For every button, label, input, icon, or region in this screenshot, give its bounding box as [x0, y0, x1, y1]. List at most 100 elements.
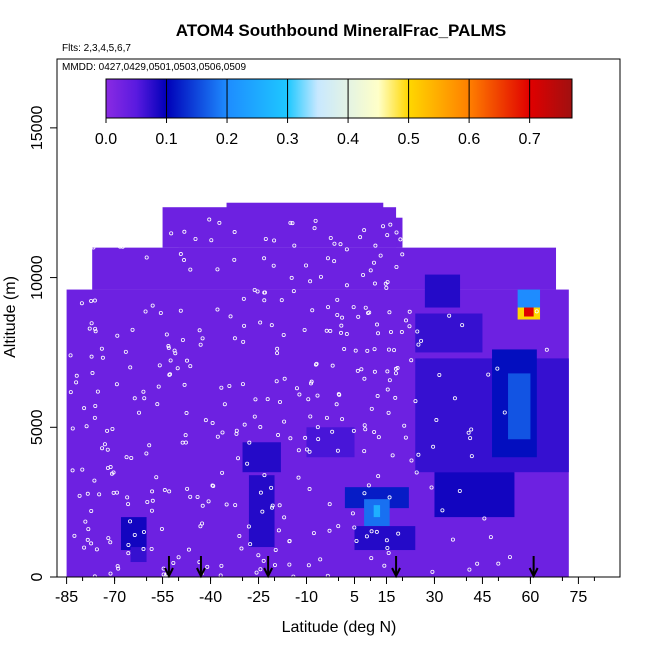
sample-point: [143, 309, 148, 314]
sample-point: [385, 387, 390, 392]
sample-point: [248, 542, 253, 547]
sample-point: [217, 220, 222, 225]
sample-point: [544, 347, 549, 352]
sample-point: [252, 288, 257, 293]
heatmap-cell: [415, 313, 483, 353]
sample-point: [246, 524, 251, 529]
sample-point: [355, 368, 360, 373]
sample-points: [67, 217, 549, 579]
sample-point: [274, 379, 279, 384]
sample-point: [200, 521, 205, 526]
sample-point: [312, 226, 317, 231]
sample-point: [166, 344, 171, 349]
sample-point: [431, 444, 436, 449]
sample-point: [403, 435, 408, 440]
sample-point: [85, 537, 90, 542]
sample-point: [373, 243, 378, 248]
sample-point: [164, 332, 169, 337]
sample-point: [141, 529, 146, 534]
sample-point: [308, 279, 313, 284]
sample-point: [467, 567, 472, 572]
sample-point: [89, 321, 94, 326]
sample-point: [270, 503, 275, 508]
sample-point: [466, 430, 471, 435]
sample-point: [384, 285, 389, 290]
sample-point: [351, 305, 356, 310]
sample-point: [356, 314, 361, 319]
sample-point: [161, 572, 166, 577]
sample-point: [353, 348, 358, 353]
sample-point: [407, 324, 412, 329]
y-axis: 0 5000 10000 15000: [29, 106, 57, 581]
sample-point: [334, 402, 339, 407]
sample-point: [311, 531, 316, 536]
sample-point: [74, 380, 79, 385]
colorbar-tick-label: 0.7: [519, 131, 541, 148]
y-tick-label: 10000: [29, 255, 46, 300]
sample-point: [105, 428, 110, 433]
sample-point: [222, 402, 227, 407]
heatmap-cell: [130, 547, 147, 563]
sample-point: [253, 397, 258, 402]
sample-point: [387, 378, 392, 383]
x-tick-label: -55: [151, 589, 174, 606]
sample-point: [296, 448, 301, 453]
sample-point: [128, 519, 133, 524]
sample-point: [434, 418, 439, 423]
sample-point: [77, 248, 82, 253]
sample-point: [375, 322, 380, 327]
sample-point: [277, 503, 282, 508]
sample-point: [344, 283, 349, 288]
heatmap-field: [66, 202, 569, 577]
sample-point: [335, 297, 340, 302]
sample-point: [95, 389, 100, 394]
sample-point: [409, 358, 414, 363]
sample-point: [182, 258, 187, 263]
sample-point: [114, 382, 119, 387]
sample-point: [219, 563, 224, 568]
sample-point: [137, 410, 142, 415]
sample-point: [111, 470, 116, 475]
sample-point: [261, 558, 266, 563]
sample-point: [115, 564, 120, 569]
heatmap-cell: [373, 505, 381, 518]
sample-point: [232, 230, 237, 235]
sample-point: [318, 274, 323, 279]
sample-point: [337, 392, 342, 397]
sample-point: [495, 366, 500, 371]
colorbar: 0.0 0.1 0.2 0.3 0.4 0.5 0.6 0.7: [95, 78, 573, 148]
sample-point: [72, 533, 77, 538]
sample-point: [385, 369, 390, 374]
sample-point: [236, 456, 241, 461]
sample-point: [400, 252, 405, 257]
sample-point: [220, 430, 225, 435]
sample-point: [488, 535, 493, 540]
sample-point: [270, 505, 275, 510]
sample-point: [144, 255, 149, 260]
sample-point: [374, 529, 379, 534]
sample-point: [105, 447, 110, 452]
sample-point: [77, 251, 82, 256]
sample-point: [275, 346, 280, 351]
sample-point: [108, 540, 113, 545]
y-tick-label: 5000: [29, 409, 46, 445]
sample-point: [362, 376, 367, 381]
sample-point: [304, 263, 309, 268]
sample-point: [159, 526, 164, 531]
sample-point: [263, 236, 268, 241]
sample-point: [384, 538, 389, 543]
sample-point: [93, 329, 98, 334]
sample-point: [385, 280, 390, 285]
sample-point: [86, 221, 91, 226]
flights-subtitle: Flts: 2,3,4,5,6,7: [62, 43, 131, 54]
sample-point: [141, 547, 146, 552]
sample-point: [220, 470, 225, 475]
sample-point: [469, 427, 474, 432]
heatmap-cell: [508, 373, 531, 440]
sample-point: [143, 240, 148, 245]
sample-point: [363, 427, 368, 432]
sample-point: [198, 524, 203, 529]
sample-point: [306, 563, 311, 568]
sample-point: [68, 353, 73, 358]
